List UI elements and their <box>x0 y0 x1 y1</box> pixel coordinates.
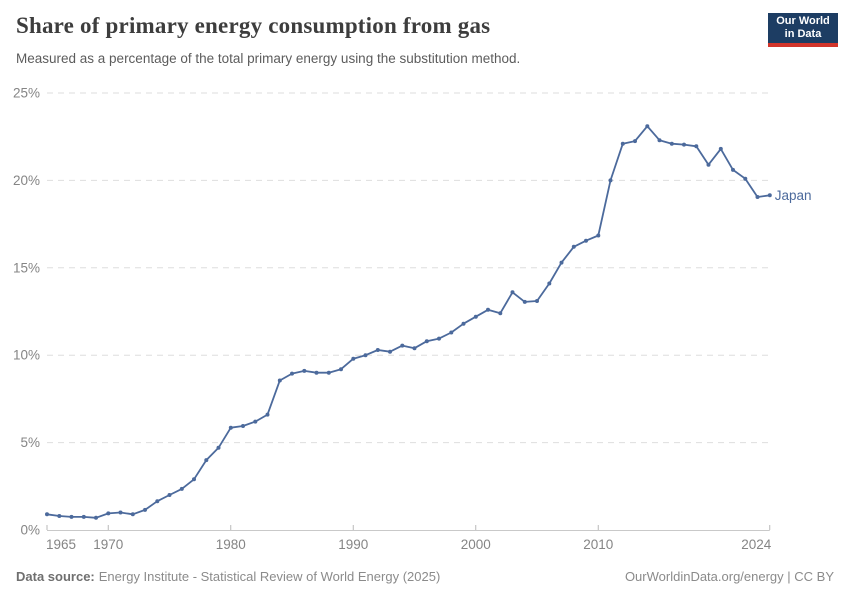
series-end-label[interactable]: Japan <box>775 188 812 203</box>
data-point[interactable] <box>216 445 221 450</box>
data-point[interactable] <box>375 348 380 352</box>
data-point[interactable] <box>351 356 356 361</box>
data-point[interactable] <box>620 141 625 146</box>
data-point[interactable] <box>694 144 699 149</box>
data-point[interactable] <box>755 195 760 199</box>
data-source-text: Energy Institute - Statistical Review of… <box>98 569 441 584</box>
data-point[interactable] <box>192 477 196 482</box>
data-point[interactable] <box>645 124 650 129</box>
owid-logo[interactable]: Our World in Data <box>768 13 838 47</box>
y-axis-tick-label: 25% <box>13 86 40 101</box>
owid-logo-line1: Our World <box>776 15 830 27</box>
data-point[interactable] <box>486 307 490 312</box>
data-point[interactable] <box>277 378 282 383</box>
data-point[interactable] <box>473 314 478 319</box>
data-point[interactable] <box>767 193 772 198</box>
data-point[interactable] <box>400 343 405 348</box>
data-point[interactable] <box>253 419 258 424</box>
data-point[interactable] <box>81 514 86 519</box>
data-point[interactable] <box>204 458 209 463</box>
data-point[interactable] <box>290 371 294 376</box>
data-source-label: Data source: <box>16 569 95 584</box>
data-point[interactable] <box>437 336 441 341</box>
data-point[interactable] <box>669 141 674 146</box>
data-point[interactable] <box>302 368 307 373</box>
data-point[interactable] <box>326 370 331 375</box>
y-axis-tick-label: 15% <box>13 260 40 275</box>
data-point[interactable] <box>584 238 588 243</box>
data-point[interactable] <box>69 514 74 519</box>
chart-subtitle: Measured as a percentage of the total pr… <box>16 51 521 66</box>
data-point[interactable] <box>94 515 98 520</box>
x-axis-tick-label: 1990 <box>338 537 368 552</box>
data-point[interactable] <box>228 425 233 430</box>
data-point[interactable] <box>424 339 429 344</box>
x-axis-tick-label: 2010 <box>583 537 613 552</box>
data-point[interactable] <box>388 349 392 354</box>
x-axis-tick-label: 2000 <box>461 537 491 552</box>
data-point[interactable] <box>535 299 539 303</box>
data-point[interactable] <box>106 511 111 516</box>
data-point[interactable] <box>510 290 515 295</box>
data-point[interactable] <box>339 367 343 372</box>
data-source-note: Data source: Energy Institute - Statistic… <box>16 569 440 584</box>
data-point[interactable] <box>706 162 711 167</box>
data-point[interactable] <box>241 424 245 428</box>
data-point[interactable] <box>130 512 135 517</box>
data-point[interactable] <box>57 514 62 518</box>
x-axis-tick-label: 2024 <box>741 537 772 552</box>
data-point[interactable] <box>682 142 686 147</box>
data-point[interactable] <box>743 176 748 181</box>
x-axis-tick-label: 1965 <box>46 537 76 552</box>
data-point[interactable] <box>547 281 552 286</box>
data-point[interactable] <box>571 244 576 249</box>
data-point[interactable] <box>608 178 613 183</box>
data-point[interactable] <box>449 330 454 335</box>
data-line-japan[interactable] <box>46 125 771 519</box>
data-point[interactable] <box>363 353 368 358</box>
page-title: Share of primary energy consumption from… <box>16 13 491 38</box>
data-point[interactable] <box>596 233 601 238</box>
data-point[interactable] <box>179 486 184 491</box>
data-point[interactable] <box>265 412 270 417</box>
data-point[interactable] <box>461 321 466 326</box>
data-point[interactable] <box>498 311 503 316</box>
credit-link[interactable]: OurWorldinData.org/energy | CC BY <box>624 569 834 584</box>
data-point[interactable] <box>522 299 527 304</box>
data-point[interactable] <box>314 370 319 375</box>
x-axis-tick-label: 1980 <box>216 537 246 552</box>
x-axis-tick-label: 1970 <box>93 537 123 552</box>
data-point[interactable] <box>412 346 417 351</box>
data-point[interactable] <box>45 512 49 517</box>
owid-logo-line2: in Data <box>784 28 822 40</box>
y-axis-tick-label: 20% <box>13 173 40 188</box>
y-axis-tick-label: 0% <box>20 523 40 538</box>
data-point[interactable] <box>731 167 735 172</box>
data-point[interactable] <box>155 499 160 504</box>
data-point[interactable] <box>118 510 123 515</box>
data-point[interactable] <box>167 493 172 497</box>
y-axis-tick-label: 5% <box>20 435 40 450</box>
data-point[interactable] <box>718 146 723 151</box>
data-point[interactable] <box>143 507 147 512</box>
y-axis-tick-label: 10% <box>13 348 40 363</box>
data-point[interactable] <box>559 260 564 265</box>
data-point[interactable] <box>657 138 662 143</box>
data-point[interactable] <box>633 139 637 144</box>
